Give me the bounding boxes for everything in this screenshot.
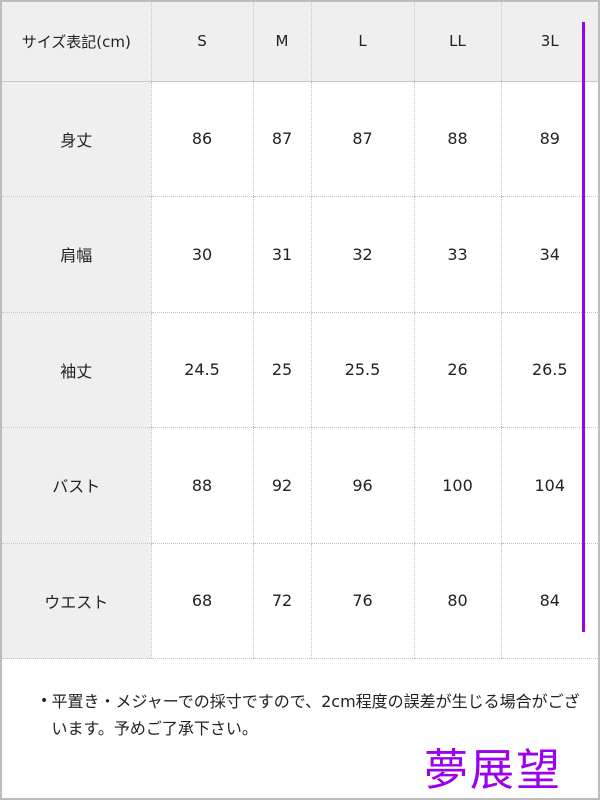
cell: 87 xyxy=(252,81,311,197)
cell: 84 xyxy=(500,543,598,659)
cell: 24.5 xyxy=(150,312,253,428)
cell: 88 xyxy=(413,81,501,197)
table-row: バスト 88 92 96 100 104 xyxy=(2,427,598,544)
cell: 30 xyxy=(150,196,253,313)
header-cell: サイズ表記(cm) xyxy=(2,2,151,82)
cell: 25 xyxy=(252,312,311,428)
table-row: 袖丈 24.5 25 25.5 26 26.5 xyxy=(2,312,598,428)
row-label: ウエスト xyxy=(2,543,151,659)
row-label: 袖丈 xyxy=(2,312,151,428)
cell: 26.5 xyxy=(500,312,598,428)
header-cell: L xyxy=(310,2,414,82)
cell: 87 xyxy=(310,81,414,197)
table-header-row: サイズ表記(cm) S M L LL 3L xyxy=(2,2,598,82)
cell: 104 xyxy=(500,427,598,544)
row-label: バスト xyxy=(2,427,151,544)
cell: 68 xyxy=(150,543,253,659)
cell: 100 xyxy=(413,427,501,544)
table-row: 肩幅 30 31 32 33 34 xyxy=(2,196,598,313)
cell: 31 xyxy=(252,196,311,313)
cell: 96 xyxy=(310,427,414,544)
watermark-logo: 夢展望 xyxy=(424,745,562,796)
measurement-note: • 平置き・メジャーでの採寸ですので、2cm程度の誤差が生じる場合がございます。… xyxy=(40,688,580,742)
note-text: 平置き・メジャーでの採寸ですので、2cm程度の誤差が生じる場合がございます。予め… xyxy=(51,692,580,738)
cell: 89 xyxy=(500,81,598,197)
cell: 32 xyxy=(310,196,414,313)
header-cell: LL xyxy=(413,2,501,82)
cell: 33 xyxy=(413,196,501,313)
header-cell: M xyxy=(252,2,311,82)
accent-line xyxy=(582,22,585,632)
cell: 76 xyxy=(310,543,414,659)
row-label: 肩幅 xyxy=(2,196,151,313)
header-cell: 3L xyxy=(500,2,598,82)
bullet-icon: • xyxy=(40,693,49,709)
cell: 80 xyxy=(413,543,501,659)
cell: 26 xyxy=(413,312,501,428)
cell: 72 xyxy=(252,543,311,659)
cell: 86 xyxy=(150,81,253,197)
size-table: サイズ表記(cm) S M L LL 3L 身丈 86 87 87 88 89 … xyxy=(2,2,598,659)
cell: 25.5 xyxy=(310,312,414,428)
table-row: ウエスト 68 72 76 80 84 xyxy=(2,543,598,659)
cell: 92 xyxy=(252,427,311,544)
cell: 88 xyxy=(150,427,253,544)
cell: 34 xyxy=(500,196,598,313)
row-label: 身丈 xyxy=(2,81,151,197)
table-row: 身丈 86 87 87 88 89 xyxy=(2,81,598,197)
header-cell: S xyxy=(150,2,253,82)
